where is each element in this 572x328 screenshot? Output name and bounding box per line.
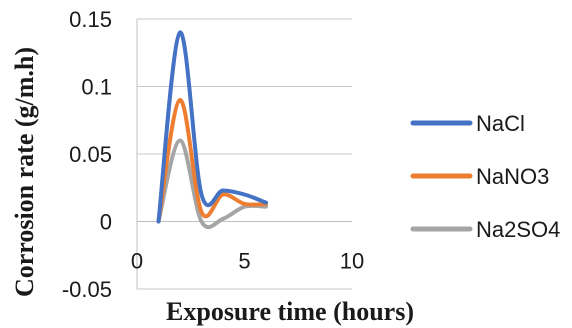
- y-tick-label: -0.05: [62, 277, 112, 302]
- axes: [136, 19, 352, 289]
- x-tick-label: 0: [131, 249, 143, 274]
- legend: NaCl NaNO3 Na2SO4: [410, 111, 560, 242]
- y-tick-label: 0.1: [81, 75, 112, 100]
- y-tick-label: 0.05: [69, 142, 112, 167]
- plot-area: [156, 30, 268, 230]
- tick-labels: 0.15 0.1 0.05 0 -0.05 0 5 10: [62, 7, 364, 302]
- series-line-nano3: [156, 97, 268, 224]
- y-tick-label: 0.15: [69, 7, 112, 32]
- x-tick-label: 10: [340, 249, 364, 274]
- series-line-na2so4: [156, 138, 268, 230]
- legend-item-nacl: NaCl: [410, 111, 525, 136]
- y-axis-title: Corrosion rate (g/m.h): [10, 47, 39, 297]
- legend-label: Na2SO4: [476, 217, 560, 242]
- series-line-nacl: [156, 30, 268, 224]
- y-tick-label: 0: [100, 210, 112, 235]
- x-tick-label: 5: [238, 249, 250, 274]
- legend-item-nano3: NaNO3: [410, 164, 549, 189]
- x-axis-title: Exposure time (hours): [166, 297, 414, 326]
- legend-label: NaCl: [476, 111, 525, 136]
- legend-label: NaNO3: [476, 164, 549, 189]
- legend-item-na2so4: Na2SO4: [410, 217, 560, 242]
